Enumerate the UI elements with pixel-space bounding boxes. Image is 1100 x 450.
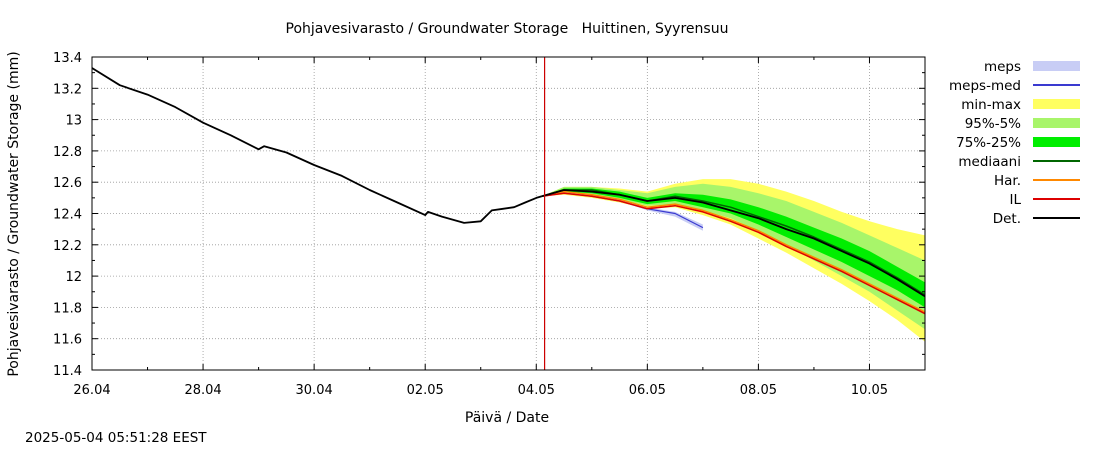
legend-label-min_max: min-max [961,97,1021,113]
legend-label-meps: meps [984,59,1021,75]
legend-label-meps_med: meps-med [949,78,1021,94]
legend-label-p95_5: 95%-5% [965,116,1021,132]
legend-label-det: Det. [993,211,1021,227]
legend-swatch-min_max [1033,99,1080,109]
y-tick-label: 13.4 [53,51,82,66]
legend-label-mediaani: mediaani [958,154,1021,170]
x-axis-label: Päivä / Date [465,410,549,426]
y-tick-label: 11.4 [53,364,82,379]
x-tick-label: 08.05 [740,383,777,398]
x-tick-label: 04.05 [518,383,555,398]
legend-label-il: IL [1009,192,1021,208]
legend-label-p75_25: 75%-25% [956,135,1021,151]
band-95-5 [541,183,925,330]
chart-title: Pohjavesivarasto / Groundwater Storage H… [286,21,729,37]
timestamp-footer: 2025-05-04 05:51:28 EEST [25,430,207,446]
legend-swatch-p75_25 [1033,137,1080,147]
y-tick-label: 11.8 [53,301,82,316]
y-tick-label: 12 [65,270,82,285]
y-tick-label: 13 [65,114,82,129]
x-tick-label: 10.05 [851,383,888,398]
y-tick-label: 13.2 [53,82,82,97]
series-det [541,189,926,298]
legend-label-har: Har. [994,173,1021,189]
plot-area [91,57,926,370]
series-har [541,190,926,313]
y-tick-label: 11.6 [53,333,82,348]
x-tick-label: 06.05 [629,383,666,398]
x-tick-label: 28.04 [184,383,221,398]
x-tick-label: 30.04 [296,383,333,398]
y-tick-label: 12.8 [53,145,82,160]
x-tick-label: 26.04 [73,383,110,398]
legend: meps meps-med min-max 95%-5% 75%-25% mediaani… [949,59,1080,227]
band-75-25 [541,188,925,308]
series-il [541,192,926,315]
y-axis-label: Pohjavesivarasto / Groundwater Storage (… [6,51,22,376]
y-tick-label: 12.6 [53,176,82,191]
legend-swatch-meps [1033,61,1080,71]
y-tick-label: 12.2 [53,239,82,254]
series-mediaani [541,189,926,296]
y-tick-label: 12.4 [53,208,82,223]
x-tick-label: 02.05 [407,383,444,398]
series-observed [91,67,543,224]
legend-swatch-p95_5 [1033,118,1080,128]
axes: 11.4 11.6 11.8 12 12.2 12.4 12.6 12.8 13 13.2 13.4… [53,51,926,398]
